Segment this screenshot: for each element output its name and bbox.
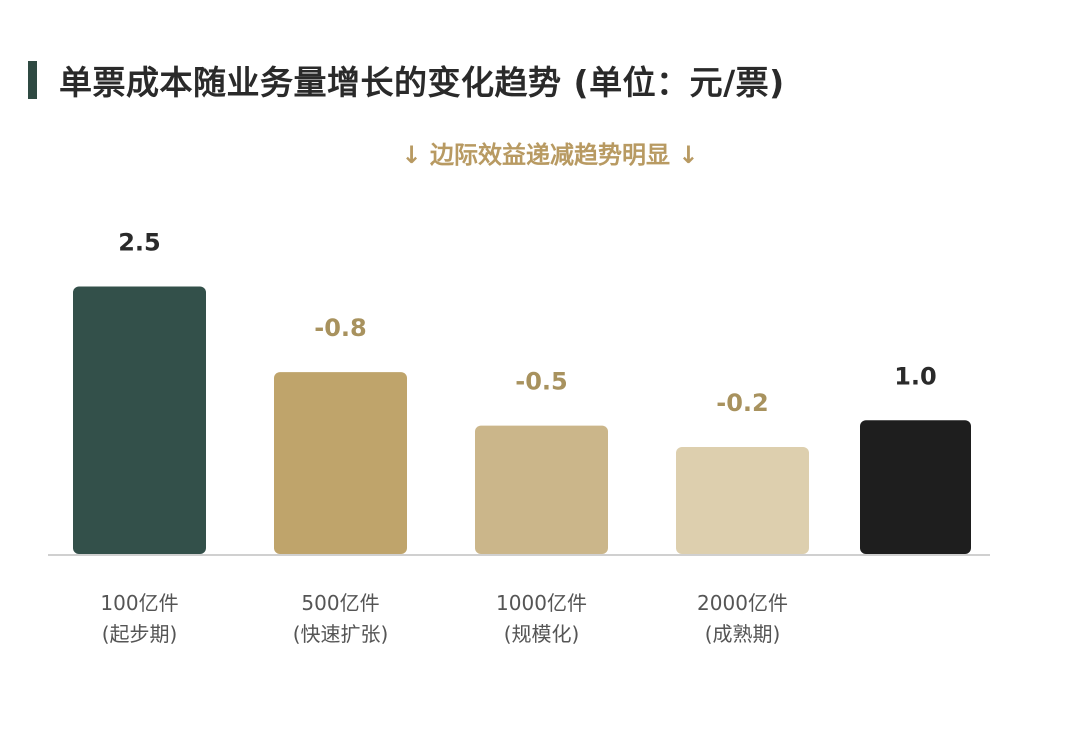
category-label-0-line-1: (起步期)	[102, 622, 178, 646]
value-label-3: -0.2	[716, 389, 768, 417]
bar-2	[475, 425, 608, 554]
chart-title: 单票成本随业务量增长的变化趋势 (单位：元/票)	[59, 63, 785, 102]
bar-3	[676, 447, 809, 554]
category-label-2-line-1: (规模化)	[504, 622, 580, 646]
category-label-3-line-1: (成熟期)	[705, 622, 781, 646]
title-bar: 单票成本随业务量增长的变化趋势 (单位：元/票)	[28, 56, 785, 104]
category-label-1-line-1: (快速扩张)	[293, 622, 389, 646]
title-accent-bar	[28, 61, 37, 99]
bar-1	[274, 372, 407, 554]
category-label-2-line-0: 1000亿件	[496, 591, 587, 615]
chart-subtitle: ↓ 边际效益递减趋势明显 ↓	[401, 141, 699, 169]
category-label-0-line-0: 100亿件	[100, 591, 178, 615]
value-label-2: -0.5	[515, 368, 567, 396]
value-label-4: 1.0	[894, 362, 937, 390]
bar-4	[860, 420, 971, 554]
value-label-0: 2.5	[118, 229, 161, 257]
bar-0	[73, 286, 206, 554]
value-label-1: -0.8	[314, 314, 366, 342]
category-label-1-line-0: 500亿件	[301, 591, 379, 615]
category-label-3-line-0: 2000亿件	[697, 591, 788, 615]
